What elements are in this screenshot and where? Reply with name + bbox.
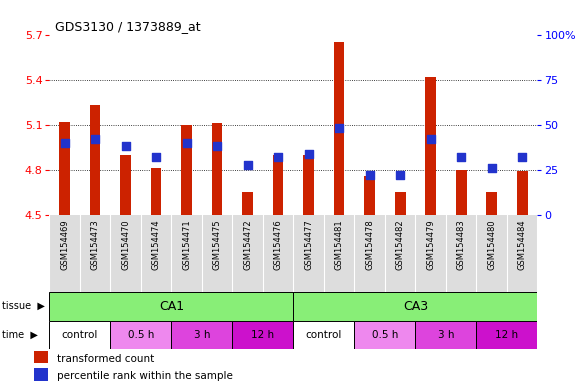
Text: GSM154473: GSM154473 xyxy=(91,219,99,270)
Point xyxy=(335,125,344,131)
Bar xyxy=(151,169,162,215)
Bar xyxy=(476,321,537,349)
Text: 12 h: 12 h xyxy=(496,330,518,340)
Bar xyxy=(181,125,192,215)
Bar xyxy=(415,321,476,349)
Point xyxy=(91,136,100,142)
Text: GSM154483: GSM154483 xyxy=(457,219,465,270)
Text: GSM154470: GSM154470 xyxy=(121,219,130,270)
Bar xyxy=(90,105,101,215)
Bar xyxy=(354,321,415,349)
Point xyxy=(426,136,435,142)
Point xyxy=(213,143,222,149)
Bar xyxy=(293,321,354,349)
Text: 0.5 h: 0.5 h xyxy=(372,330,398,340)
Bar xyxy=(334,42,345,215)
Text: GSM154477: GSM154477 xyxy=(304,219,313,270)
Bar xyxy=(517,171,528,215)
Point xyxy=(121,143,130,149)
Text: GSM154478: GSM154478 xyxy=(365,219,374,270)
Text: CA1: CA1 xyxy=(159,300,184,313)
Bar xyxy=(171,321,232,349)
Text: GSM154475: GSM154475 xyxy=(213,219,221,270)
Point xyxy=(396,172,405,179)
Bar xyxy=(59,122,70,215)
Point xyxy=(152,154,161,161)
Text: control: control xyxy=(306,330,342,340)
Bar xyxy=(212,123,223,215)
Text: CA3: CA3 xyxy=(403,300,428,313)
Text: GSM154480: GSM154480 xyxy=(487,219,496,270)
Point xyxy=(274,154,283,161)
Bar xyxy=(273,155,284,215)
Text: 0.5 h: 0.5 h xyxy=(128,330,154,340)
Bar xyxy=(486,192,497,215)
Text: GSM154472: GSM154472 xyxy=(243,219,252,270)
Text: GSM154476: GSM154476 xyxy=(274,219,282,270)
Point xyxy=(518,154,527,161)
Bar xyxy=(110,321,171,349)
Text: GSM154471: GSM154471 xyxy=(182,219,191,270)
Text: GSM154484: GSM154484 xyxy=(518,219,526,270)
Text: GSM154474: GSM154474 xyxy=(152,219,160,270)
Point xyxy=(457,154,466,161)
Text: GSM154479: GSM154479 xyxy=(426,219,435,270)
Bar xyxy=(395,192,406,215)
Text: GDS3130 / 1373889_at: GDS3130 / 1373889_at xyxy=(55,20,201,33)
Bar xyxy=(364,176,375,215)
Bar xyxy=(34,369,48,381)
Text: percentile rank within the sample: percentile rank within the sample xyxy=(57,371,233,381)
Point xyxy=(304,151,313,157)
Bar xyxy=(303,155,314,215)
Text: 3 h: 3 h xyxy=(437,330,454,340)
Point xyxy=(365,172,374,179)
Text: transformed count: transformed count xyxy=(57,354,155,364)
Bar xyxy=(425,77,436,215)
Bar xyxy=(232,321,293,349)
Bar xyxy=(293,292,537,321)
Point xyxy=(243,161,252,167)
Text: GSM154482: GSM154482 xyxy=(396,219,404,270)
Text: 3 h: 3 h xyxy=(193,330,210,340)
Text: GSM154469: GSM154469 xyxy=(60,219,69,270)
Point xyxy=(487,165,496,171)
Text: time  ▶: time ▶ xyxy=(2,330,38,340)
Bar xyxy=(49,321,110,349)
Point xyxy=(60,140,69,146)
Text: 12 h: 12 h xyxy=(252,330,274,340)
Bar xyxy=(456,170,467,215)
Text: tissue  ▶: tissue ▶ xyxy=(2,301,45,311)
Text: control: control xyxy=(62,330,98,340)
Point xyxy=(182,140,191,146)
Bar xyxy=(242,192,253,215)
Bar xyxy=(120,155,131,215)
Bar xyxy=(34,351,48,363)
Text: GSM154481: GSM154481 xyxy=(335,219,343,270)
Bar xyxy=(49,292,293,321)
